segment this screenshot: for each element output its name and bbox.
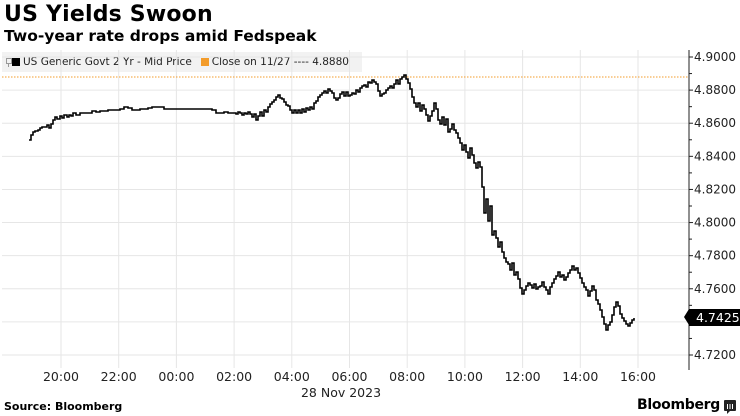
y-tick-label: 4.7600 [694, 282, 736, 296]
x-tick-label: 06:00 [331, 369, 367, 384]
x-tick-label: 20:00 [43, 369, 79, 384]
y-tick-label: 4.8200 [694, 182, 736, 196]
source-label: Source: Bloomberg [4, 400, 123, 413]
x-tick-label: 10:00 [447, 369, 483, 384]
x-tick-label: 22:00 [101, 369, 137, 384]
pin-icon[interactable] [6, 57, 12, 67]
x-tick-label: 00:00 [158, 369, 194, 384]
x-tick-label: 08:00 [389, 369, 425, 384]
y-tick-label: 4.8000 [694, 216, 736, 230]
legend-label-series: US Generic Govt 2 Yr - Mid Price [23, 56, 192, 68]
y-tick-label: 4.8800 [694, 83, 736, 97]
x-axis-ticks: 20:00 22:00 00:00 02:00 04:00 06:00 08:00 10:00… [43, 369, 656, 384]
legend-item-series: US Generic Govt 2 Yr - Mid Price [12, 56, 192, 68]
chart-title: US Yields Swoon [4, 2, 213, 27]
legend-label-close: Close on 11/27 ---- 4.8880 [211, 56, 349, 68]
y-tick-label: 4.7200 [694, 348, 736, 362]
series-line [29, 74, 635, 331]
x-tick-label: 02:00 [216, 369, 252, 384]
x-tick-label: 14:00 [562, 369, 598, 384]
last-value-label: 4.7425 [684, 309, 740, 326]
y-tick-label: 4.9000 [694, 50, 736, 64]
x-tick-label: 12:00 [505, 369, 541, 384]
y-axis-ticks: 4.7200 4.7600 4.7800 4.8000 4.8200 4.8400 4.86… [689, 50, 736, 362]
series-swatch-icon [12, 58, 20, 66]
bloomberg-chart-icon [724, 400, 736, 414]
chart-subtitle: Two-year rate drops amid Fedspeak [4, 27, 317, 45]
y-tick-label: 4.7800 [694, 249, 736, 263]
legend-item-close: Close on 11/27 ---- 4.8880 [200, 56, 349, 68]
gridlines [2, 50, 689, 368]
y-tick-label: 4.8400 [694, 149, 736, 163]
brand-label: Bloomberg [636, 397, 720, 413]
close-swatch-icon [200, 58, 209, 66]
x-tick-label: 04:00 [274, 369, 310, 384]
y-tick-label: 4.8600 [694, 116, 736, 130]
x-axis-date-label: 28 Nov 2023 [301, 385, 381, 400]
x-tick-label: 16:00 [620, 369, 656, 384]
